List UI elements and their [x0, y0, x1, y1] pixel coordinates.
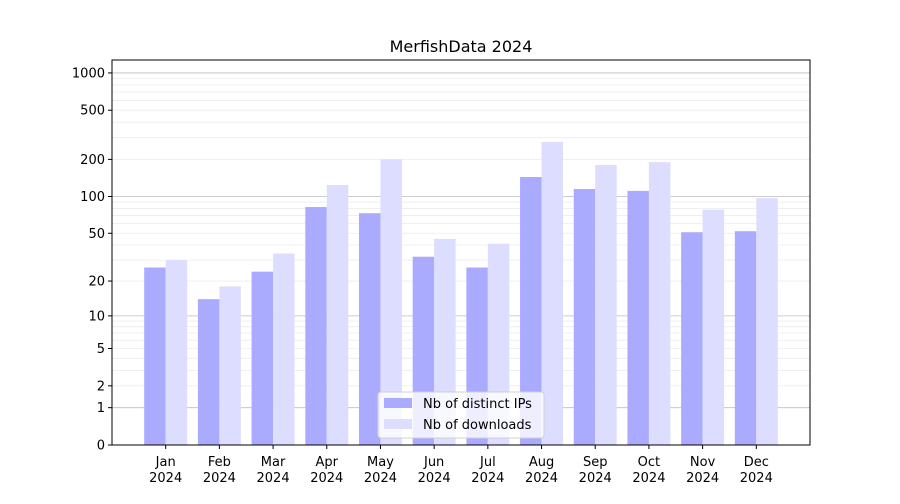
- x-tick-label-line: Jun: [423, 455, 444, 470]
- x-tick-label-line: 2024: [579, 471, 612, 486]
- x-tick-label-line: 2024: [310, 471, 343, 486]
- bar-distinct-ips: [734, 231, 757, 445]
- x-tick-label: Mar 2024: [257, 455, 290, 486]
- x-tick-label: Jun 2024: [418, 455, 451, 486]
- bar-distinct-ips: [144, 267, 166, 445]
- x-tick-label-line: 2024: [686, 471, 719, 486]
- y-tick-label: 200: [80, 153, 105, 168]
- x-tick-label-line: 2024: [525, 471, 558, 486]
- x-tick-label: Aug 2024: [525, 455, 558, 486]
- legend-label: Nb of distinct IPs: [423, 397, 532, 412]
- bar-distinct-ips: [627, 190, 649, 445]
- x-tick-label: Feb 2024: [203, 455, 236, 486]
- bar-distinct-ips: [197, 299, 220, 445]
- x-tick-label-line: Jan: [155, 455, 176, 470]
- x-tick-label-line: Mar: [261, 455, 286, 470]
- x-tick-label-line: Aug: [529, 455, 554, 470]
- y-tick-label: 5: [97, 342, 105, 357]
- x-tick-label-line: Feb: [208, 455, 231, 470]
- bar-downloads: [595, 165, 617, 445]
- x-tick-label-line: 2024: [257, 471, 290, 486]
- y-tick-label: 100: [80, 190, 105, 205]
- x-tick-label-line: May: [367, 455, 394, 470]
- chart-title: MerfishData 2024: [390, 37, 533, 56]
- bar-downloads: [380, 159, 402, 445]
- x-tick-label-line: Dec: [744, 455, 769, 470]
- bar-distinct-ips: [358, 213, 381, 445]
- y-tick-label: 0: [97, 439, 105, 454]
- y-tick-label: 1000: [72, 66, 105, 81]
- x-tick-label: Sep 2024: [579, 455, 612, 486]
- bar-downloads: [756, 198, 778, 445]
- legend-swatch: [384, 398, 412, 408]
- bar-downloads: [541, 141, 564, 445]
- bar-distinct-ips: [520, 176, 542, 446]
- x-tick-label-line: Jul: [479, 455, 496, 470]
- bar-distinct-ips: [681, 232, 703, 445]
- bar-downloads: [273, 253, 295, 445]
- y-tick-label: 2: [97, 379, 105, 394]
- x-tick-label-line: 2024: [418, 471, 451, 486]
- x-tick-label: Jul 2024: [471, 455, 504, 486]
- x-tick-label: Apr 2024: [310, 455, 343, 486]
- legend-box: [377, 391, 545, 439]
- x-tick-label: Nov 2024: [686, 455, 719, 486]
- x-tick-label-line: 2024: [149, 471, 182, 486]
- axes-frame: [111, 59, 811, 446]
- y-tick-label: 1: [97, 401, 105, 416]
- bar-downloads: [326, 184, 349, 445]
- x-tick-label-line: 2024: [364, 471, 397, 486]
- x-tick-label: Dec 2024: [740, 455, 773, 486]
- y-tick-label: 20: [88, 275, 105, 290]
- x-tick-label-line: Sep: [583, 455, 608, 470]
- bar-distinct-ips: [251, 271, 274, 445]
- bar-downloads: [648, 162, 671, 445]
- y-tick-label: 50: [88, 227, 105, 242]
- bar-downloads: [219, 286, 241, 445]
- x-tick-label-line: Apr: [316, 455, 339, 470]
- x-tick-label-line: Nov: [690, 455, 716, 470]
- bar-downloads: [702, 209, 725, 445]
- x-tick-label: May 2024: [364, 455, 397, 486]
- legend-swatch: [384, 419, 412, 429]
- x-tick-label-line: 2024: [632, 471, 665, 486]
- x-tick-label: Jan 2024: [149, 455, 182, 486]
- y-tick-label: 500: [80, 104, 105, 119]
- x-tick-label: Oct 2024: [632, 455, 665, 486]
- x-tick-label-line: 2024: [471, 471, 504, 486]
- legend: Nb of distinct IPs Nb of downloads: [377, 391, 545, 439]
- y-tick-label: 10: [88, 309, 105, 324]
- legend-label: Nb of downloads: [423, 418, 532, 433]
- bar-distinct-ips: [305, 207, 327, 445]
- x-tick-label-line: 2024: [740, 471, 773, 486]
- bar-distinct-ips: [573, 189, 596, 445]
- x-tick-label-line: Oct: [638, 455, 660, 470]
- bar-downloads: [165, 260, 188, 445]
- x-tick-label-line: 2024: [203, 471, 236, 486]
